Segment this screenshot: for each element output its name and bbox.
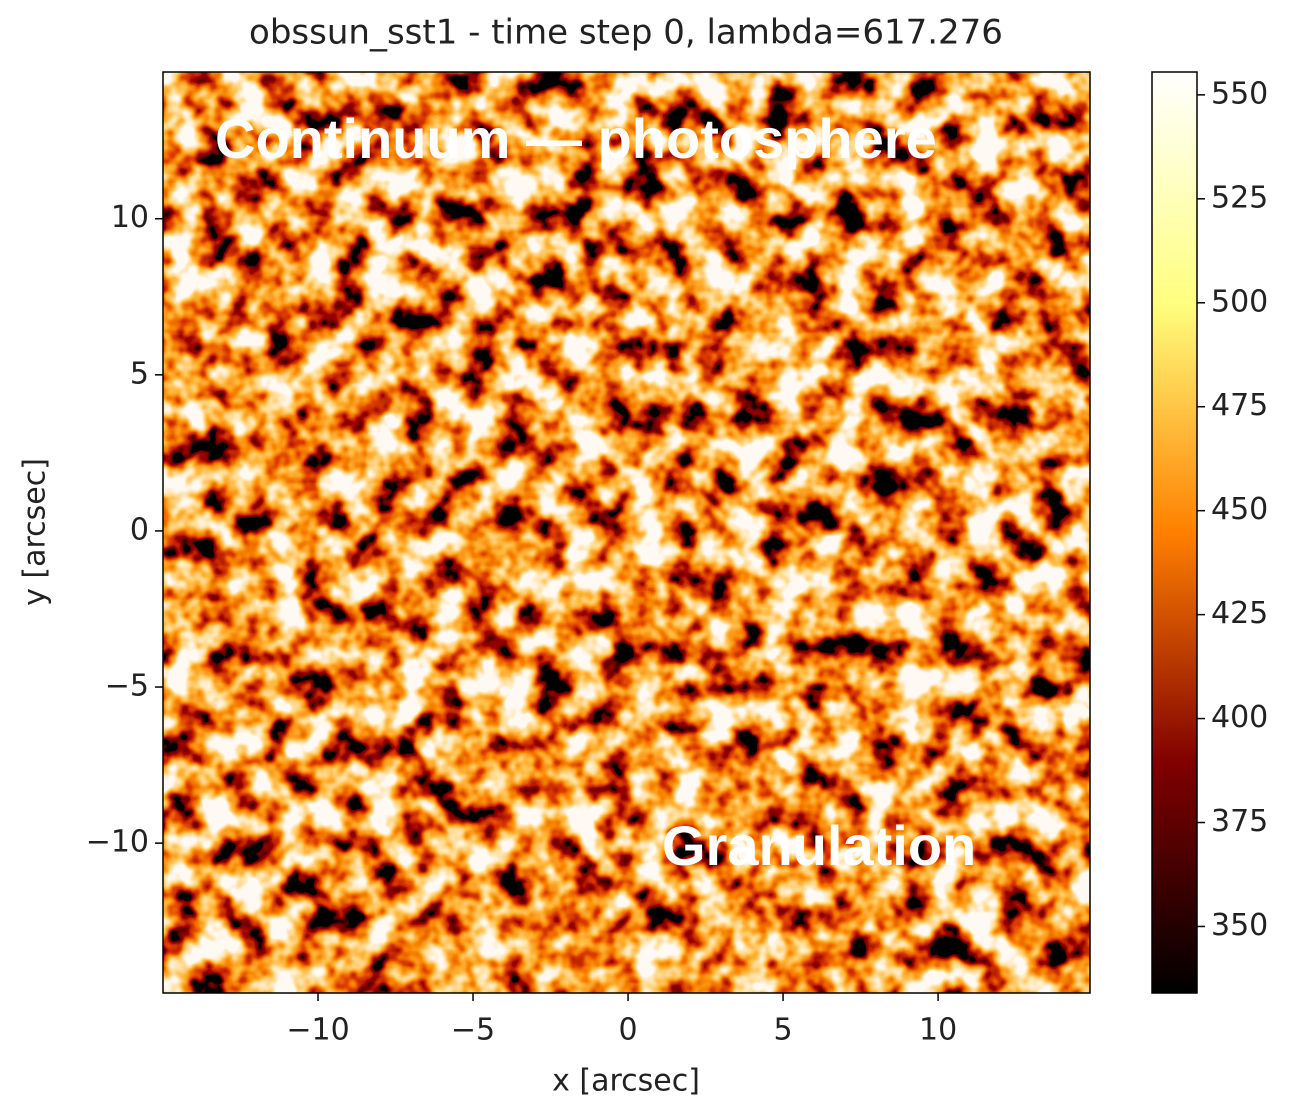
y-tick-label: 0 (130, 512, 149, 547)
annotation: Granulation (662, 814, 976, 877)
colorbar-tick-label: 550 (1211, 76, 1268, 111)
annotation: Continuum — photosphere (215, 107, 937, 170)
y-tick-label: −10 (86, 825, 149, 860)
colorbar-tick-label: 500 (1211, 284, 1268, 319)
colorbar-tick-label: 350 (1211, 908, 1268, 943)
x-axis-label: x [arcsec] (552, 1064, 700, 1099)
granulation-image (163, 72, 1090, 993)
chart-title: obssun_sst1 - time step 0, lambda=617.27… (249, 13, 1003, 53)
colorbar-tick-label: 400 (1211, 700, 1268, 735)
x-tick-label: 10 (919, 1013, 957, 1048)
colorbar-tick-label: 425 (1211, 596, 1268, 631)
colorbar-tick-label: 475 (1211, 388, 1268, 423)
plot-frame (162, 71, 1091, 994)
colorbar (1151, 71, 1198, 994)
x-tick-label: 5 (774, 1013, 793, 1048)
colorbar-tick-label: 375 (1211, 804, 1268, 839)
x-tick-label: −5 (451, 1013, 495, 1048)
y-tick-label: −5 (105, 669, 149, 704)
y-axis-label: y [arcsec] (18, 458, 53, 606)
x-tick-label: 0 (619, 1013, 638, 1048)
y-tick-label: 10 (111, 200, 149, 235)
colorbar-tick-label: 450 (1211, 492, 1268, 527)
colorbar-tick-label: 525 (1211, 180, 1268, 215)
y-tick-label: 5 (130, 356, 149, 391)
x-tick-label: −10 (286, 1013, 349, 1048)
